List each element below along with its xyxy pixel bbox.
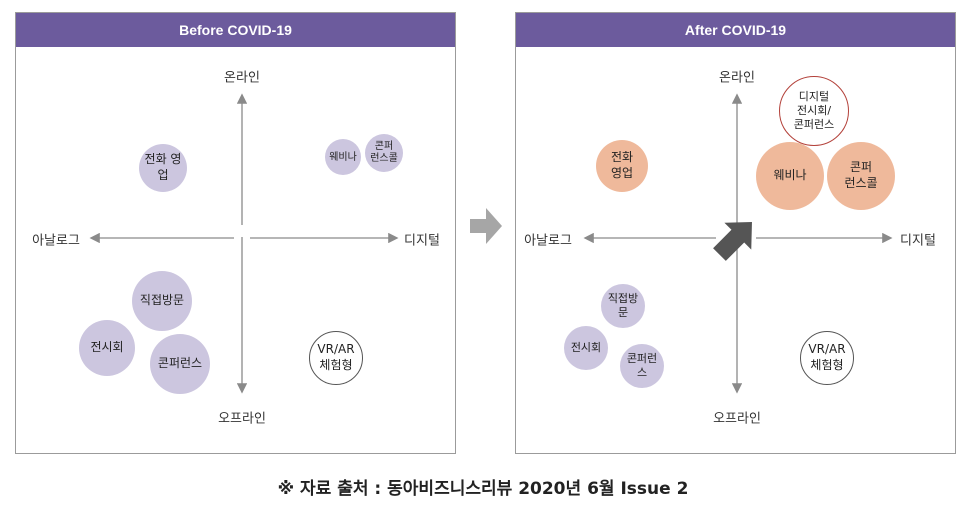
axis-label-analog: 아날로그 bbox=[32, 233, 80, 249]
axis-label-digital: 디지털 bbox=[404, 233, 440, 249]
axis-label-analog: 아날로그 bbox=[524, 233, 572, 249]
bubble-vr-ar: VR/AR 체험형 bbox=[800, 331, 854, 385]
axis-label-offline: 오프라인 bbox=[218, 411, 266, 427]
after-panel-title: After COVID-19 bbox=[516, 13, 955, 47]
trend-arrow-icon bbox=[713, 222, 752, 261]
bubble-digital-expo: 디지털 전시회/콘퍼런스 bbox=[779, 76, 849, 146]
transition-arrow-icon bbox=[470, 208, 502, 244]
bubble-direct-visit: 직접방문 bbox=[132, 271, 192, 331]
after-axes bbox=[583, 93, 893, 394]
before-covid-panel: Before COVID-19 온라인 오프라인 아날로그 디지털 전화 영업 … bbox=[15, 12, 456, 454]
axis-label-online: 온라인 bbox=[719, 70, 755, 86]
axis-label-digital: 디지털 bbox=[900, 233, 936, 249]
bubble-vr-ar: VR/AR 체험형 bbox=[309, 331, 363, 385]
after-covid-panel: After COVID-19 온라인 오프라인 아날로그 디지털 전화 영업 디지… bbox=[515, 12, 956, 454]
before-axes bbox=[89, 93, 399, 394]
axis-label-online: 온라인 bbox=[224, 70, 260, 86]
axis-label-offline: 오프라인 bbox=[713, 411, 761, 427]
bubble-webinar: 웨비나 bbox=[756, 142, 824, 210]
bubble-webinar: 웨비나 bbox=[325, 139, 361, 175]
bubble-conference: 콘퍼런스 bbox=[620, 344, 664, 388]
bubble-phone-sales: 전화 영업 bbox=[596, 140, 648, 192]
bubble-exhibition: 전시회 bbox=[79, 320, 135, 376]
before-panel-title: Before COVID-19 bbox=[16, 13, 455, 47]
bubble-conference-call: 콘퍼 런스콜 bbox=[365, 134, 403, 172]
bubble-conference: 콘퍼런스 bbox=[150, 334, 210, 394]
bubble-exhibition: 전시회 bbox=[564, 326, 608, 370]
bubble-direct-visit: 직접방문 bbox=[601, 284, 645, 328]
bubble-phone-sales: 전화 영업 bbox=[139, 144, 187, 192]
bubble-conference-call: 콘퍼 런스콜 bbox=[827, 142, 895, 210]
source-note: ※ 자료 출처 : 동아비즈니스리뷰 2020년 6월 Issue 2 bbox=[277, 479, 689, 499]
